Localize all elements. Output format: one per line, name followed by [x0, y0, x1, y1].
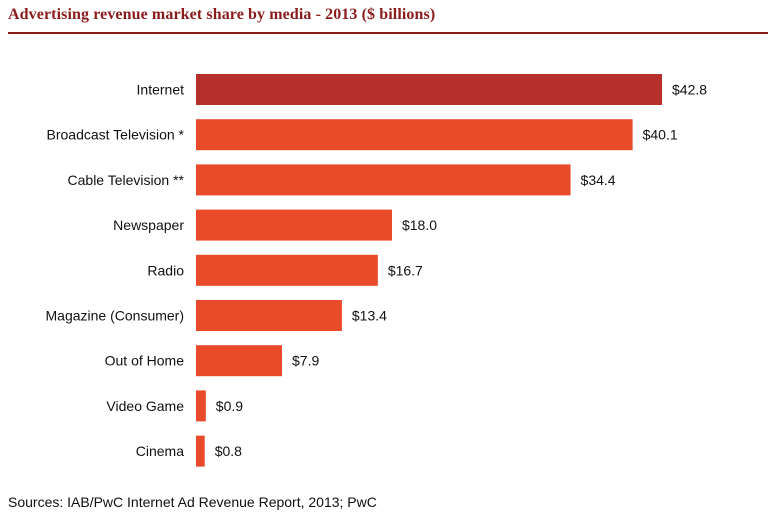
category-label-radio: Radio — [147, 262, 184, 278]
bar-newspaper — [196, 209, 392, 241]
value-label-newspaper: $18.0 — [402, 217, 437, 233]
category-label-video-game: Video Game — [106, 398, 184, 414]
bar-magazine-consumer — [196, 300, 342, 331]
category-label-internet: Internet — [137, 82, 185, 98]
category-label-out-of-home: Out of Home — [105, 353, 185, 369]
bar-cable-television — [196, 164, 571, 196]
bar-video-game — [196, 390, 206, 422]
bars-layer: Internet $42.8 Broadcast Television * $40.1… — [46, 74, 707, 467]
value-label-out-of-home: $7.9 — [292, 353, 319, 369]
value-label-cable-television: $34.4 — [581, 172, 616, 188]
category-label-cinema: Cinema — [136, 443, 184, 459]
value-label-magazine-consumer: $13.4 — [352, 308, 387, 324]
source-note: Sources: IAB/PwC Internet Ad Revenue Rep… — [8, 494, 377, 510]
bar-cinema — [196, 435, 205, 467]
bar-out-of-home — [196, 345, 283, 377]
value-label-broadcast-television: $40.1 — [643, 127, 678, 143]
value-label-video-game: $0.9 — [216, 398, 243, 414]
value-label-internet: $42.8 — [672, 82, 707, 98]
chart-title: Advertising revenue market share by medi… — [8, 6, 436, 23]
bar-radio — [196, 254, 378, 286]
category-label-cable-television: Cable Television ** — [68, 172, 185, 188]
value-label-cinema: $0.8 — [215, 443, 242, 459]
category-label-magazine-consumer: Magazine (Consumer) — [46, 308, 185, 324]
value-label-radio: $16.7 — [388, 262, 423, 278]
bar-internet — [196, 74, 662, 105]
category-label-newspaper: Newspaper — [113, 217, 184, 233]
bar-broadcast-television — [196, 119, 633, 151]
title-underline — [8, 32, 768, 34]
category-label-broadcast-television: Broadcast Television * — [47, 127, 185, 143]
